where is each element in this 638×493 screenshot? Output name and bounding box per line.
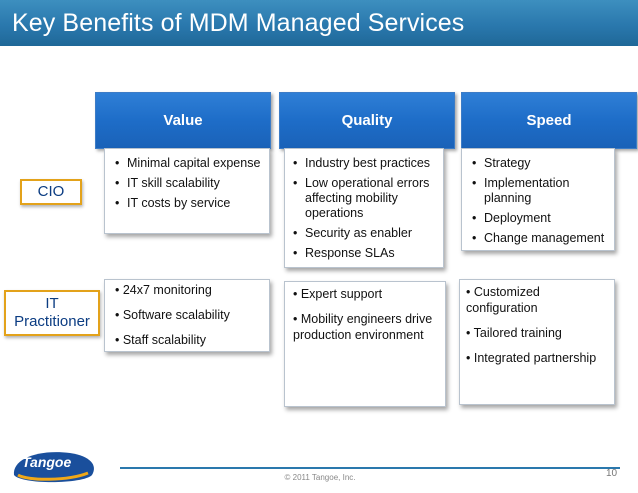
list-item: Minimal capital expense [113, 156, 263, 171]
list-item: Security as enabler [291, 226, 439, 241]
column-header-value: Value [95, 92, 271, 149]
card-it-value: • 24x7 monitoring • Software scalability… [104, 279, 270, 352]
list-item: • Expert support [293, 287, 383, 301]
row-label-it-line2: Practitioner [14, 313, 90, 330]
tangoe-logo-icon [13, 452, 94, 483]
row-label-it-line1: IT [45, 295, 59, 312]
list-item: • 24x7 monitoring [115, 283, 212, 297]
card-cio-value: Minimal capital expense IT skill scalabi… [104, 148, 270, 234]
list-item: Deployment [470, 211, 610, 226]
row-label-it-practitioner: IT Practitioner [4, 290, 100, 336]
list-item: • Mobility engineers drive production en… [293, 312, 433, 342]
list-item: Change management [470, 231, 610, 246]
column-header-speed: Speed [461, 92, 637, 149]
page-number: 10 [606, 468, 618, 479]
list-item: • Staff scalability [115, 333, 206, 347]
tangoe-logo: Tangoe [8, 445, 100, 485]
list-item: Strategy [470, 156, 610, 171]
footer-divider [120, 467, 620, 469]
copyright-text: © 2011 Tangoe, Inc. [284, 473, 356, 482]
card-it-quality: • Expert support • Mobility engineers dr… [284, 281, 446, 407]
logo-text: Tangoe [22, 454, 72, 470]
card-cio-quality: Industry best practices Low operational … [284, 148, 444, 268]
list-item: • Software scalability [115, 308, 230, 322]
slide-title: Key Benefits of MDM Managed Services [12, 9, 465, 37]
list-item: Implementation planning [470, 176, 610, 206]
list-item: Low operational errors affecting mobilit… [291, 176, 439, 221]
list-item: • Tailored training [466, 326, 562, 340]
card-cio-speed: Strategy Implementation planning Deploym… [461, 148, 615, 251]
list-item: Industry best practices [291, 156, 439, 171]
list-item: • Integrated partnership [466, 351, 597, 365]
list-item: Response SLAs [291, 246, 439, 261]
list-item: • Customized configuration [466, 285, 540, 315]
title-bar: Key Benefits of MDM Managed Services [0, 0, 638, 46]
row-label-cio: CIO [20, 179, 82, 205]
row-label-cio-text: CIO [37, 183, 65, 200]
list-item: IT costs by service [113, 196, 263, 211]
list-item: IT skill scalability [113, 176, 263, 191]
column-header-quality: Quality [279, 92, 455, 149]
card-it-speed: • Customized configuration • Tailored tr… [459, 279, 615, 405]
